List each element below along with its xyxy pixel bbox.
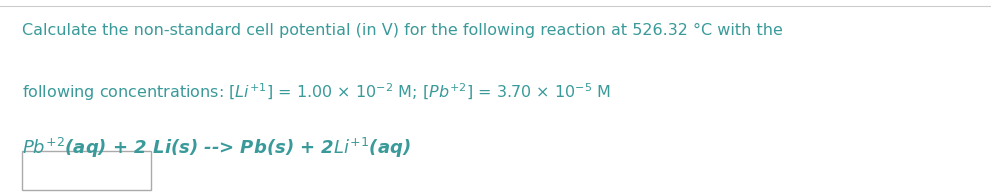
Text: $Pb^{+2}$(aq) + 2 Li(s) --> Pb(s) + 2$Li^{+1}$(aq): $Pb^{+2}$(aq) + 2 Li(s) --> Pb(s) + 2$Li… bbox=[22, 136, 410, 160]
Text: following concentrations: $[Li^{+1}]$ = 1.00 × 10$^{-2}$ M; $[Pb^{+2}]$ = 3.70 ×: following concentrations: $[Li^{+1}]$ = … bbox=[22, 81, 610, 103]
Text: Calculate the non-standard cell potential (in V) for the following reaction at 5: Calculate the non-standard cell potentia… bbox=[22, 23, 783, 38]
FancyBboxPatch shape bbox=[22, 151, 151, 190]
